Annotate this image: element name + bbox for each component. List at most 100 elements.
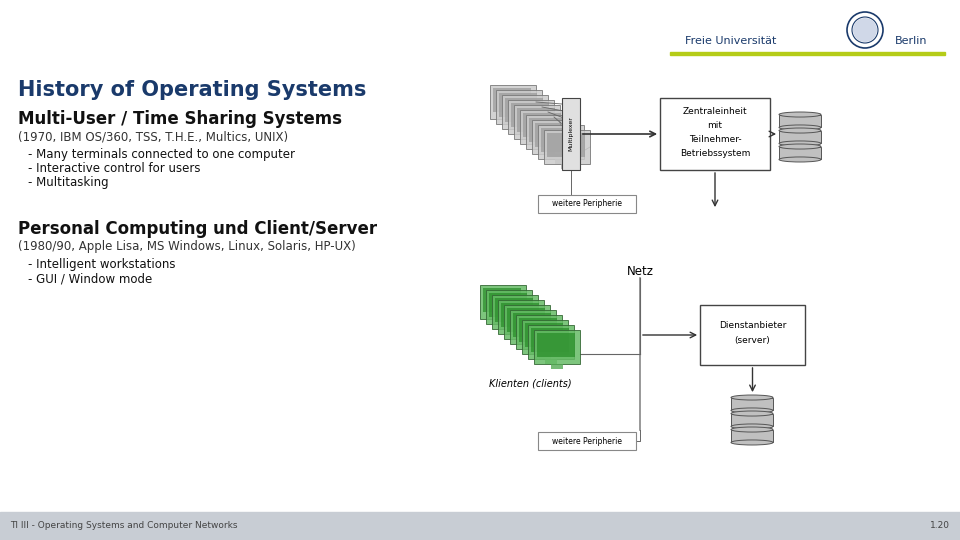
Circle shape [853,18,877,42]
Bar [505,98,543,122]
Bar [514,105,560,139]
Bar [533,349,545,354]
Text: (server): (server) [734,336,770,346]
Text: (1980/90, Apple Lisa, MS Windows, Linux, Solaris, HP-UX): (1980/90, Apple Lisa, MS Windows, Linux,… [18,240,356,253]
Text: History of Operating Systems: History of Operating Systems [18,80,367,100]
Bar [511,103,549,127]
Bar [538,432,636,450]
Bar [731,414,773,427]
Text: Berlin: Berlin [895,36,927,46]
Bar [503,324,515,329]
Bar [507,119,519,124]
Bar [525,134,537,139]
Bar [670,52,945,55]
Text: Netz: Netz [627,265,654,278]
Bar [483,288,521,312]
Bar [498,300,544,334]
Text: - Interactive control for users: - Interactive control for users [28,162,201,175]
Ellipse shape [779,128,821,133]
Bar [545,359,557,364]
Text: - GUI / Window mode: - GUI / Window mode [28,272,153,285]
Bar [547,133,585,157]
Bar [561,164,573,169]
Bar [520,110,566,144]
Bar [493,88,531,112]
Text: Freie Universität: Freie Universität [685,36,777,46]
Bar [515,334,527,339]
Bar [486,290,532,324]
Text: Klienten (clients): Klienten (clients) [489,379,571,389]
Bar [551,364,563,369]
Bar [502,95,548,129]
Bar [527,344,539,349]
Ellipse shape [779,141,821,146]
Bar [509,329,521,334]
Bar [496,90,542,124]
Bar [531,328,569,352]
Bar [480,285,526,319]
Bar [523,113,561,137]
Text: - Intelligent workstations: - Intelligent workstations [28,258,176,271]
Bar [532,120,578,154]
Bar [507,308,545,332]
Ellipse shape [731,427,773,432]
Ellipse shape [779,112,821,117]
Text: Multiplexer: Multiplexer [568,117,573,151]
Text: Zentraleinheit: Zentraleinheit [683,107,747,117]
Bar [562,98,580,170]
Bar [495,298,533,322]
Bar [526,115,572,149]
Bar [0,512,960,540]
Bar [492,295,538,329]
Bar [700,305,805,365]
Ellipse shape [731,395,773,400]
Bar [529,118,567,142]
Bar [513,313,551,337]
Bar [731,397,773,410]
Text: TI III - Operating Systems and Computer Networks: TI III - Operating Systems and Computer … [10,522,237,530]
Text: weitere Peripherie: weitere Peripherie [552,436,622,446]
Bar [534,330,580,364]
Bar [521,339,533,344]
Bar [489,293,527,317]
Text: 1.20: 1.20 [930,522,950,530]
Bar [522,320,568,354]
Bar [537,333,575,357]
Bar [543,149,555,154]
Text: Betriebssystem: Betriebssystem [680,150,750,159]
Bar [555,159,567,164]
Text: - Many terminals connected to one computer: - Many terminals connected to one comput… [28,148,295,161]
Bar [538,195,636,213]
Ellipse shape [779,157,821,162]
Bar [531,139,543,144]
Bar [519,129,531,134]
Bar [501,303,539,327]
Bar [499,93,537,117]
Ellipse shape [779,125,821,130]
Bar [779,146,821,159]
Bar [525,323,563,347]
Bar [538,125,584,159]
Text: Dienstanbieter: Dienstanbieter [719,321,786,329]
Text: Multi-User / Time Sharing Systems: Multi-User / Time Sharing Systems [18,110,342,128]
Bar [504,305,550,339]
Text: (1970, IBM OS/360, TSS, T.H.E., Multics, UNIX): (1970, IBM OS/360, TSS, T.H.E., Multics,… [18,130,288,143]
Text: weitere Peripherie: weitere Peripherie [552,199,622,208]
Bar [528,325,574,359]
Bar [535,123,573,147]
Bar [537,144,549,149]
Bar [539,354,551,359]
Bar [660,98,770,170]
Text: Personal Computing und Client/Server: Personal Computing und Client/Server [18,220,377,238]
Ellipse shape [731,424,773,429]
Bar [541,128,579,152]
Text: mit: mit [708,122,723,131]
Ellipse shape [731,411,773,416]
Bar [490,85,536,119]
Bar [519,318,557,342]
Bar [497,319,509,324]
Text: Teilnehmer-: Teilnehmer- [688,136,741,145]
Text: - Multitasking: - Multitasking [28,176,108,189]
Bar [549,154,561,159]
Ellipse shape [731,408,773,413]
